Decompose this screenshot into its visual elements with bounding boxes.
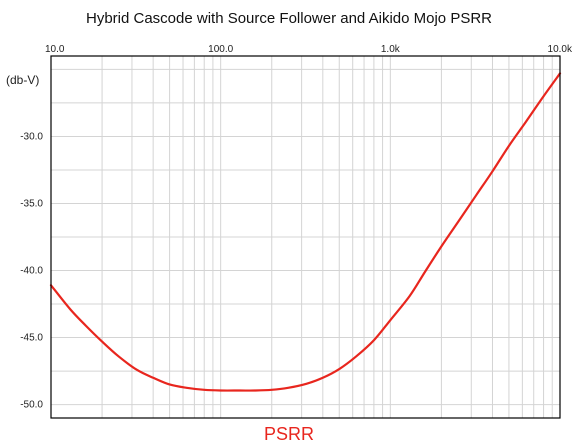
x-tick-label: 100.0 [208, 44, 233, 55]
series-line-psrr [49, 72, 562, 392]
tick-layer: 10.0 100.0 1.0k 10.0k -30.0 -35.0 -40.0 -45.0 -5… [20, 44, 573, 411]
y-tick-label: -40.0 [20, 266, 43, 277]
x-tick-label: 10.0 [45, 44, 65, 55]
y-tick-label: -30.0 [20, 131, 43, 142]
grid-layer [51, 56, 560, 418]
y-axis-label: (db-V) [6, 73, 39, 87]
series-layer [49, 72, 562, 392]
y-tick-label: -50.0 [20, 400, 43, 411]
x-tick-label: 1.0k [381, 44, 401, 55]
x-tick-label: 10.0k [548, 44, 573, 55]
y-tick-label: -45.0 [20, 333, 43, 344]
chart-title: Hybrid Cascode with Source Follower and … [85, 10, 492, 27]
series-label-psrr: PSRR [263, 424, 314, 444]
plot-frame [50, 55, 561, 419]
y-tick-label: -35.0 [20, 198, 43, 209]
